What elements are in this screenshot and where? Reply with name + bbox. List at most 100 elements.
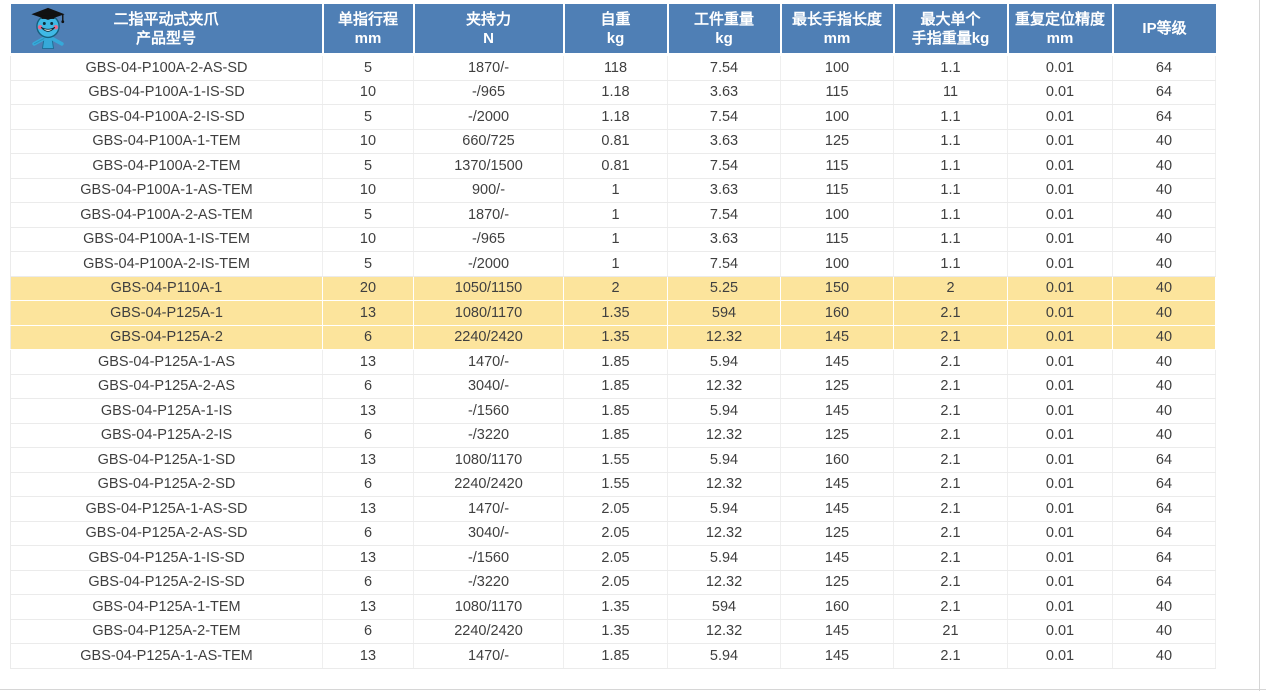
cell-finger_weight_kg[interactable]: 1.1	[893, 153, 1008, 179]
cell-finger_weight_kg[interactable]: 2.1	[893, 325, 1008, 350]
cell-ip_rating[interactable]: 40	[1112, 398, 1216, 424]
cell-weight_kg[interactable]: 1.35	[563, 325, 668, 350]
cell-model[interactable]: GBS-04-P125A-1-TEM	[10, 594, 323, 620]
cell-workpiece_kg[interactable]: 594	[667, 300, 781, 326]
cell-weight_kg[interactable]: 0.81	[563, 153, 668, 179]
cell-force_n[interactable]: 3040/-	[413, 521, 564, 546]
cell-ip_rating[interactable]: 40	[1112, 619, 1216, 644]
cell-workpiece_kg[interactable]: 3.63	[667, 227, 781, 252]
cell-weight_kg[interactable]: 2.05	[563, 496, 668, 522]
cell-precision_mm[interactable]: 0.01	[1007, 521, 1113, 546]
cell-weight_kg[interactable]: 1.35	[563, 619, 668, 644]
cell-workpiece_kg[interactable]: 5.94	[667, 643, 781, 669]
cell-finger_weight_kg[interactable]: 2	[893, 276, 1008, 301]
cell-ip_rating[interactable]: 40	[1112, 251, 1216, 277]
cell-weight_kg[interactable]: 1.85	[563, 423, 668, 448]
cell-force_n[interactable]: -/3220	[413, 423, 564, 448]
cell-finger_weight_kg[interactable]: 1.1	[893, 104, 1008, 130]
cell-finger_length_mm[interactable]: 145	[780, 496, 894, 522]
cell-workpiece_kg[interactable]: 12.32	[667, 619, 781, 644]
cell-precision_mm[interactable]: 0.01	[1007, 153, 1113, 179]
cell-finger_length_mm[interactable]: 145	[780, 545, 894, 571]
cell-finger_weight_kg[interactable]: 2.1	[893, 570, 1008, 595]
cell-precision_mm[interactable]: 0.01	[1007, 496, 1113, 522]
cell-finger_length_mm[interactable]: 145	[780, 398, 894, 424]
cell-ip_rating[interactable]: 64	[1112, 447, 1216, 473]
cell-workpiece_kg[interactable]: 594	[667, 594, 781, 620]
cell-finger_weight_kg[interactable]: 1.1	[893, 54, 1008, 81]
cell-weight_kg[interactable]: 2.05	[563, 545, 668, 571]
cell-precision_mm[interactable]: 0.01	[1007, 325, 1113, 350]
cell-model[interactable]: GBS-04-P125A-2-IS	[10, 423, 323, 448]
cell-finger_weight_kg[interactable]: 2.1	[893, 521, 1008, 546]
cell-weight_kg[interactable]: 0.81	[563, 129, 668, 154]
cell-precision_mm[interactable]: 0.01	[1007, 227, 1113, 252]
cell-weight_kg[interactable]: 1.85	[563, 398, 668, 424]
cell-stroke_mm[interactable]: 6	[322, 521, 414, 546]
cell-workpiece_kg[interactable]: 7.54	[667, 202, 781, 228]
cell-stroke_mm[interactable]: 5	[322, 153, 414, 179]
cell-force_n[interactable]: -/2000	[413, 104, 564, 130]
cell-stroke_mm[interactable]: 13	[322, 643, 414, 669]
cell-finger_weight_kg[interactable]: 2.1	[893, 447, 1008, 473]
cell-precision_mm[interactable]: 0.01	[1007, 594, 1113, 620]
cell-weight_kg[interactable]: 1.18	[563, 104, 668, 130]
cell-weight_kg[interactable]: 1	[563, 178, 668, 203]
cell-model[interactable]: GBS-04-P100A-1-AS-TEM	[10, 178, 323, 203]
cell-finger_length_mm[interactable]: 100	[780, 54, 894, 81]
cell-precision_mm[interactable]: 0.01	[1007, 300, 1113, 326]
cell-stroke_mm[interactable]: 13	[322, 594, 414, 620]
cell-ip_rating[interactable]: 64	[1112, 80, 1216, 105]
cell-precision_mm[interactable]: 0.01	[1007, 80, 1113, 105]
cell-finger_length_mm[interactable]: 145	[780, 472, 894, 497]
cell-ip_rating[interactable]: 40	[1112, 202, 1216, 228]
cell-model[interactable]: GBS-04-P100A-2-AS-TEM	[10, 202, 323, 228]
cell-finger_weight_kg[interactable]: 1.1	[893, 251, 1008, 277]
cell-ip_rating[interactable]: 40	[1112, 178, 1216, 203]
cell-precision_mm[interactable]: 0.01	[1007, 398, 1113, 424]
cell-finger_length_mm[interactable]: 160	[780, 447, 894, 473]
cell-weight_kg[interactable]: 1	[563, 202, 668, 228]
cell-stroke_mm[interactable]: 6	[322, 570, 414, 595]
cell-precision_mm[interactable]: 0.01	[1007, 619, 1113, 644]
cell-stroke_mm[interactable]: 13	[322, 349, 414, 375]
cell-stroke_mm[interactable]: 10	[322, 227, 414, 252]
cell-ip_rating[interactable]: 40	[1112, 276, 1216, 301]
cell-weight_kg[interactable]: 1.85	[563, 643, 668, 669]
cell-stroke_mm[interactable]: 10	[322, 129, 414, 154]
cell-finger_length_mm[interactable]: 100	[780, 251, 894, 277]
cell-ip_rating[interactable]: 40	[1112, 594, 1216, 620]
cell-workpiece_kg[interactable]: 7.54	[667, 54, 781, 81]
cell-ip_rating[interactable]: 64	[1112, 545, 1216, 571]
cell-finger_length_mm[interactable]: 125	[780, 374, 894, 399]
cell-force_n[interactable]: -/1560	[413, 545, 564, 571]
cell-model[interactable]: GBS-04-P100A-1-TEM	[10, 129, 323, 154]
cell-ip_rating[interactable]: 40	[1112, 643, 1216, 669]
cell-model[interactable]: GBS-04-P125A-1-AS-TEM	[10, 643, 323, 669]
cell-precision_mm[interactable]: 0.01	[1007, 54, 1113, 81]
cell-model[interactable]: GBS-04-P125A-2-SD	[10, 472, 323, 497]
cell-workpiece_kg[interactable]: 5.94	[667, 545, 781, 571]
cell-weight_kg[interactable]: 1	[563, 251, 668, 277]
cell-force_n[interactable]: 1080/1170	[413, 447, 564, 473]
cell-precision_mm[interactable]: 0.01	[1007, 374, 1113, 399]
cell-model[interactable]: GBS-04-P100A-1-IS-TEM	[10, 227, 323, 252]
cell-weight_kg[interactable]: 1.18	[563, 80, 668, 105]
cell-force_n[interactable]: 660/725	[413, 129, 564, 154]
cell-weight_kg[interactable]: 118	[563, 54, 668, 81]
cell-model[interactable]: GBS-04-P125A-1-AS	[10, 349, 323, 375]
cell-workpiece_kg[interactable]: 12.32	[667, 325, 781, 350]
cell-stroke_mm[interactable]: 13	[322, 300, 414, 326]
cell-finger_length_mm[interactable]: 115	[780, 80, 894, 105]
cell-finger_length_mm[interactable]: 100	[780, 202, 894, 228]
cell-stroke_mm[interactable]: 5	[322, 202, 414, 228]
cell-force_n[interactable]: -/3220	[413, 570, 564, 595]
cell-precision_mm[interactable]: 0.01	[1007, 104, 1113, 130]
cell-force_n[interactable]: -/965	[413, 80, 564, 105]
cell-ip_rating[interactable]: 64	[1112, 570, 1216, 595]
cell-precision_mm[interactable]: 0.01	[1007, 129, 1113, 154]
cell-finger_length_mm[interactable]: 115	[780, 153, 894, 179]
cell-workpiece_kg[interactable]: 7.54	[667, 104, 781, 130]
cell-workpiece_kg[interactable]: 3.63	[667, 178, 781, 203]
cell-ip_rating[interactable]: 64	[1112, 54, 1216, 81]
